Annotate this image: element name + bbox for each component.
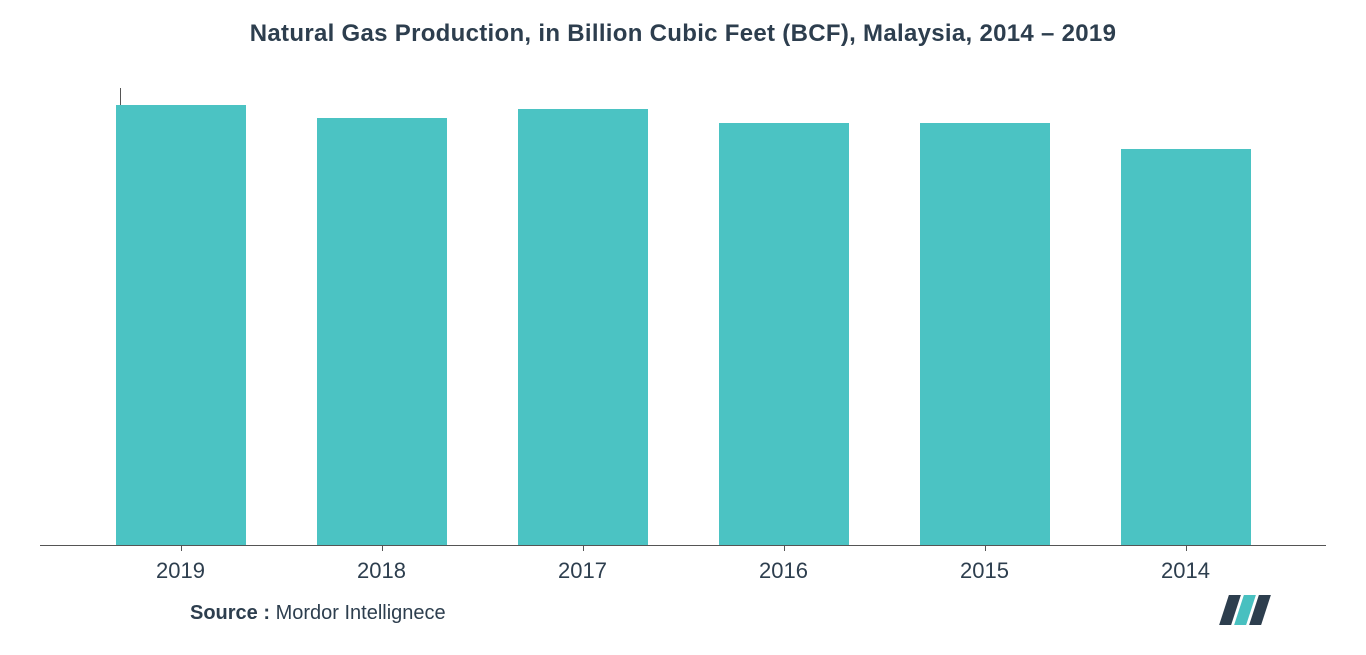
bar-wrapper-2 bbox=[513, 88, 653, 545]
chart-title: Natural Gas Production, in Billion Cubic… bbox=[40, 20, 1326, 48]
tick-4 bbox=[985, 545, 986, 551]
tick-3 bbox=[784, 545, 785, 551]
source-value: Mordor Intellignece bbox=[270, 602, 446, 624]
chart-container: Natural Gas Production, in Billion Cubic… bbox=[0, 0, 1366, 655]
source-label: Source : bbox=[190, 602, 270, 624]
bar-2 bbox=[518, 109, 648, 545]
bar-0 bbox=[116, 105, 246, 545]
bar-wrapper-0 bbox=[111, 88, 251, 545]
bar-1 bbox=[317, 118, 447, 545]
bar-wrapper-5 bbox=[1116, 88, 1256, 545]
logo-bars-icon bbox=[1219, 595, 1271, 625]
tick-1 bbox=[382, 545, 383, 551]
x-label-4: 2015 bbox=[915, 558, 1055, 584]
bar-wrapper-4 bbox=[915, 88, 1055, 545]
bar-5 bbox=[1121, 149, 1251, 545]
x-axis-labels: 2019 2018 2017 2016 2015 2014 bbox=[40, 546, 1326, 584]
bar-wrapper-3 bbox=[714, 88, 854, 545]
x-label-1: 2018 bbox=[312, 558, 452, 584]
bar-wrapper-1 bbox=[312, 88, 452, 545]
tick-5 bbox=[1186, 545, 1187, 551]
plot-area bbox=[40, 88, 1326, 546]
x-label-5: 2014 bbox=[1116, 558, 1256, 584]
tick-0 bbox=[181, 545, 182, 551]
bar-4 bbox=[920, 123, 1050, 545]
x-label-3: 2016 bbox=[714, 558, 854, 584]
x-label-0: 2019 bbox=[111, 558, 251, 584]
x-label-2: 2017 bbox=[513, 558, 653, 584]
bar-3 bbox=[719, 123, 849, 545]
brand-logo bbox=[1224, 595, 1266, 625]
tick-2 bbox=[583, 545, 584, 551]
source-line: Source : Mordor Intellignece bbox=[40, 584, 1326, 625]
